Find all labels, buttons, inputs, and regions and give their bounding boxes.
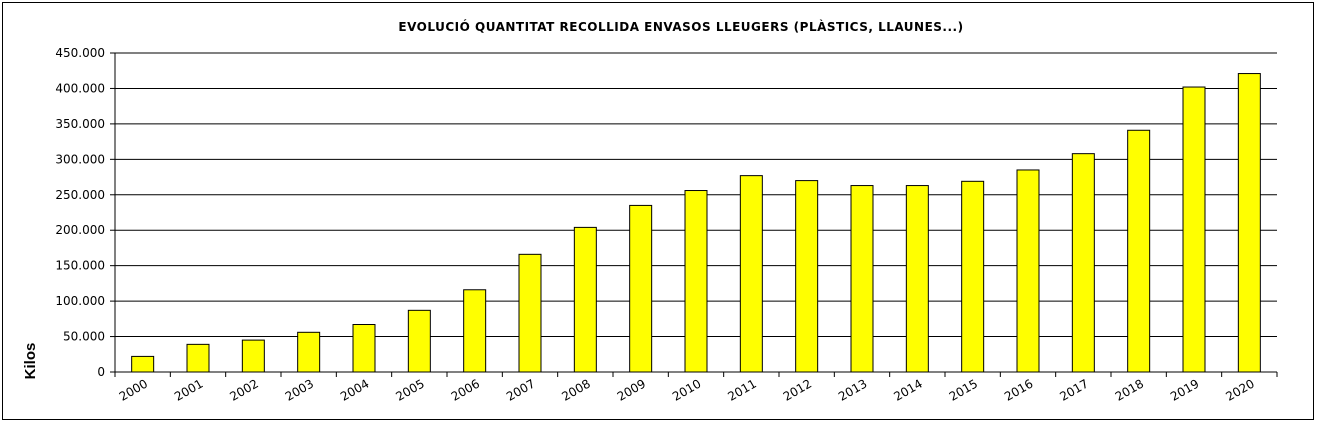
y-tick-label: 0 <box>97 365 105 379</box>
bar-2009 <box>629 204 653 373</box>
bar-2012 <box>795 180 819 373</box>
chart-frame <box>2 2 1314 420</box>
y-tick-label: 50.000 <box>63 330 105 344</box>
x-tick-label: 2015 <box>947 376 980 403</box>
bar-2013 <box>850 185 874 373</box>
bars <box>131 73 1261 373</box>
bar-2020 <box>1237 73 1261 373</box>
x-tick-label: 2009 <box>615 376 648 403</box>
bar-2010 <box>684 190 708 373</box>
x-tick-label: 2008 <box>559 376 592 403</box>
bar-2016 <box>1016 169 1040 373</box>
bar-2014 <box>905 185 929 373</box>
chart-title: EVOLUCIÓ QUANTITAT RECOLLIDA ENVASOS LLE… <box>398 19 963 34</box>
y-tick-label: 100.000 <box>55 294 105 308</box>
y-tick-label: 450.000 <box>55 46 105 60</box>
y-axis-label: Kilos <box>22 343 39 380</box>
y-tick-label: 300.000 <box>55 152 105 166</box>
bar-2007 <box>518 253 542 373</box>
bar-2001 <box>186 343 210 373</box>
x-tick-label: 2000 <box>117 376 150 403</box>
bar-2008 <box>573 226 597 373</box>
x-tick-label: 2016 <box>1002 376 1035 403</box>
y-tick-label: 200.000 <box>55 223 105 237</box>
x-tick-label: 2002 <box>227 376 260 403</box>
x-tick-label: 2012 <box>781 376 814 403</box>
x-tick-label: 2010 <box>670 376 703 403</box>
bar-2000 <box>131 355 155 373</box>
x-tick-label: 2020 <box>1223 376 1256 403</box>
bar-2004 <box>352 324 376 373</box>
bar-2002 <box>241 339 265 373</box>
x-tick-label: 2006 <box>449 376 482 403</box>
y-ticks: 0 50.000 100.000 150.000 200.000 250.000 300.0… <box>55 46 115 379</box>
x-tick-label: 2014 <box>891 376 924 403</box>
x-tick-label: 2004 <box>338 376 371 403</box>
x-tick-label: 2007 <box>504 376 537 403</box>
x-tick-label: 2017 <box>1057 376 1090 403</box>
x-tick-label: 2011 <box>725 376 758 403</box>
bar-2011 <box>739 175 763 373</box>
bar-2017 <box>1071 153 1095 373</box>
y-tick-label: 400.000 <box>55 81 105 95</box>
bar-2006 <box>463 289 487 373</box>
x-tick-label: 2003 <box>283 376 316 403</box>
y-tick-label: 350.000 <box>55 117 105 131</box>
bar-2003 <box>297 331 321 373</box>
x-tick-label: 2019 <box>1168 376 1201 403</box>
y-tick-label: 250.000 <box>55 188 105 202</box>
bar-2015 <box>961 180 985 373</box>
x-tick-label: 2001 <box>172 376 205 403</box>
axes <box>114 53 1277 373</box>
x-tick-label: 2005 <box>393 376 426 403</box>
bar-2019 <box>1182 86 1206 373</box>
x-tick-label: 2018 <box>1113 376 1146 403</box>
x-ticks: 2000 2001 2002 2003 2004 2005 2006 2007 2008 2009… <box>114 372 1278 404</box>
bar-2005 <box>407 309 431 373</box>
y-tick-label: 150.000 <box>55 259 105 273</box>
bar-2018 <box>1127 129 1151 373</box>
x-tick-label: 2013 <box>836 376 869 403</box>
